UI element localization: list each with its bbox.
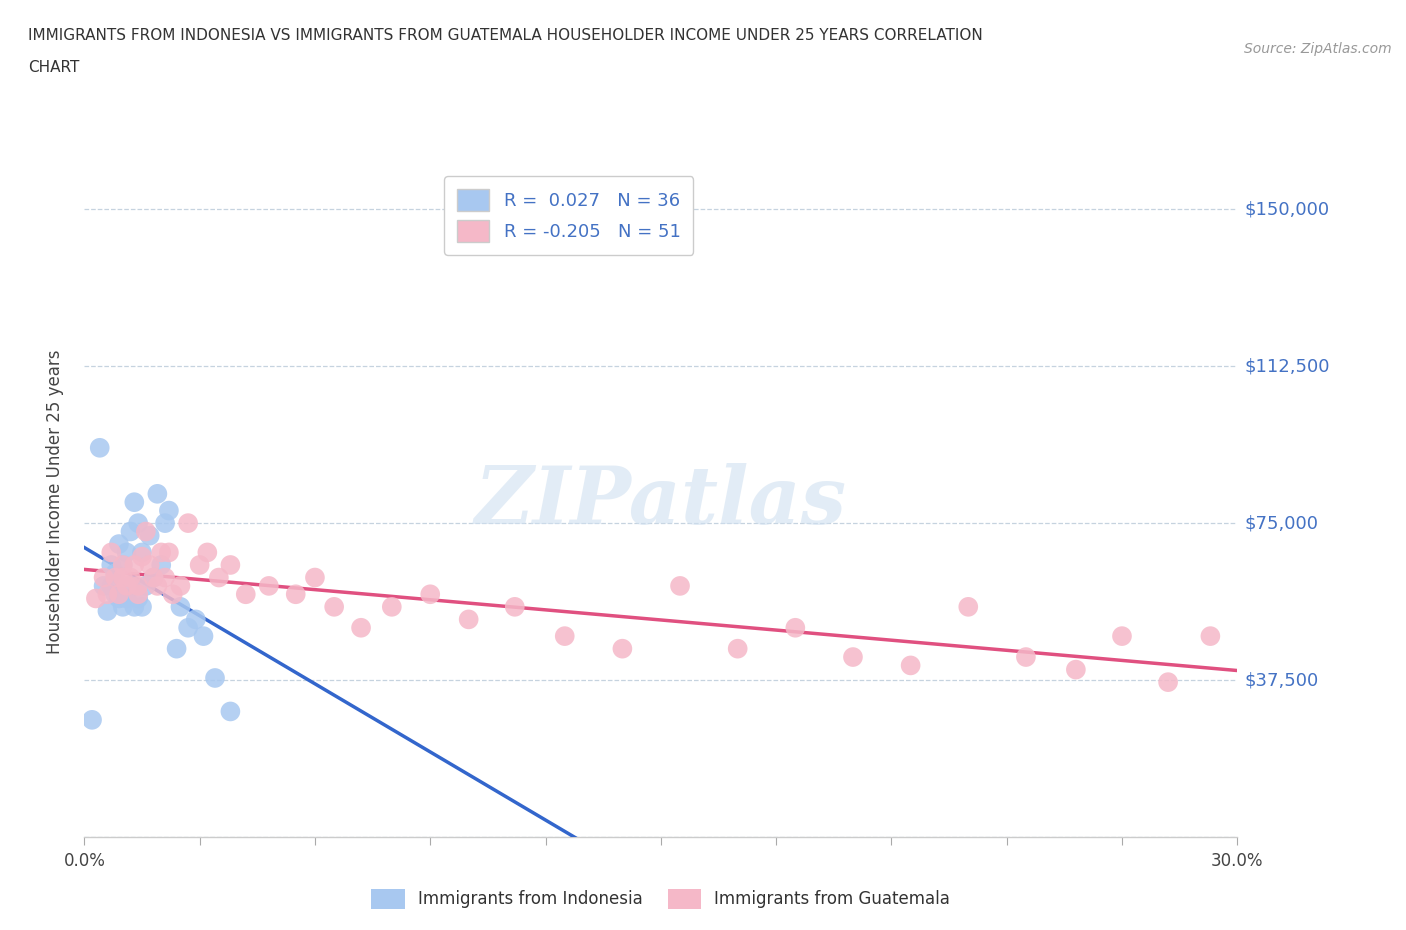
Point bbox=[100, 578, 122, 593]
Point bbox=[166, 642, 188, 657]
Point bbox=[235, 587, 257, 602]
Text: $150,000: $150,000 bbox=[1244, 200, 1330, 219]
Point bbox=[153, 516, 176, 531]
Point bbox=[127, 578, 149, 593]
Point bbox=[323, 600, 346, 615]
Point bbox=[120, 525, 142, 539]
Point bbox=[554, 629, 576, 644]
Point bbox=[108, 537, 131, 551]
Point bbox=[104, 570, 127, 585]
Point bbox=[93, 570, 115, 585]
Point bbox=[1157, 675, 1180, 690]
Point bbox=[177, 620, 200, 635]
Point bbox=[419, 587, 441, 602]
Point bbox=[169, 600, 191, 615]
Point bbox=[120, 570, 142, 585]
Point bbox=[84, 591, 107, 606]
Point bbox=[111, 600, 134, 615]
Point bbox=[131, 549, 153, 564]
Point bbox=[184, 612, 207, 627]
Point bbox=[146, 486, 169, 501]
Point bbox=[124, 558, 146, 573]
Legend: Immigrants from Indonesia, Immigrants from Guatemala: Immigrants from Indonesia, Immigrants fr… bbox=[364, 882, 957, 916]
Point bbox=[208, 570, 231, 585]
Point bbox=[142, 570, 165, 585]
Point bbox=[138, 528, 160, 543]
Point bbox=[193, 629, 215, 644]
Point bbox=[124, 495, 146, 510]
Point bbox=[900, 658, 922, 673]
Point bbox=[80, 712, 103, 727]
Point bbox=[304, 570, 326, 585]
Point bbox=[195, 545, 218, 560]
Point bbox=[108, 591, 131, 606]
Point bbox=[157, 545, 180, 560]
Point bbox=[127, 587, 149, 602]
Point bbox=[457, 612, 479, 627]
Point bbox=[204, 671, 226, 685]
Point bbox=[96, 587, 118, 602]
Point bbox=[124, 600, 146, 615]
Point bbox=[127, 591, 149, 606]
Point bbox=[115, 578, 138, 593]
Text: Source: ZipAtlas.com: Source: ZipAtlas.com bbox=[1244, 42, 1392, 56]
Point bbox=[115, 591, 138, 606]
Point bbox=[135, 525, 157, 539]
Point bbox=[153, 570, 176, 585]
Point bbox=[957, 600, 980, 615]
Point bbox=[669, 578, 692, 593]
Point bbox=[111, 558, 134, 573]
Point bbox=[1111, 629, 1133, 644]
Point bbox=[162, 587, 184, 602]
Point bbox=[169, 578, 191, 593]
Point bbox=[89, 441, 111, 456]
Point bbox=[219, 558, 242, 573]
Point bbox=[120, 578, 142, 593]
Point bbox=[104, 587, 127, 602]
Point bbox=[111, 558, 134, 573]
Point bbox=[785, 620, 807, 635]
Point bbox=[100, 558, 122, 573]
Text: $75,000: $75,000 bbox=[1244, 514, 1319, 532]
Point bbox=[150, 545, 173, 560]
Point bbox=[96, 604, 118, 618]
Point bbox=[115, 545, 138, 560]
Point bbox=[150, 558, 173, 573]
Y-axis label: Householder Income Under 25 years: Householder Income Under 25 years bbox=[45, 350, 63, 655]
Point bbox=[257, 578, 280, 593]
Point bbox=[100, 545, 122, 560]
Point bbox=[727, 642, 749, 657]
Point bbox=[284, 587, 307, 602]
Text: CHART: CHART bbox=[28, 60, 80, 75]
Point bbox=[104, 565, 127, 580]
Point bbox=[1064, 662, 1087, 677]
Point bbox=[138, 558, 160, 573]
Point bbox=[1199, 629, 1222, 644]
Point bbox=[350, 620, 373, 635]
Point bbox=[108, 587, 131, 602]
Point bbox=[127, 516, 149, 531]
Point bbox=[188, 558, 211, 573]
Point bbox=[1015, 649, 1038, 664]
Text: $37,500: $37,500 bbox=[1244, 671, 1319, 689]
Point bbox=[142, 570, 165, 585]
Text: IMMIGRANTS FROM INDONESIA VS IMMIGRANTS FROM GUATEMALA HOUSEHOLDER INCOME UNDER : IMMIGRANTS FROM INDONESIA VS IMMIGRANTS … bbox=[28, 28, 983, 43]
Text: ZIPatlas: ZIPatlas bbox=[475, 463, 846, 541]
Point bbox=[111, 570, 134, 585]
Point bbox=[503, 600, 526, 615]
Point bbox=[612, 642, 634, 657]
Text: $112,500: $112,500 bbox=[1244, 357, 1330, 375]
Point bbox=[135, 578, 157, 593]
Point bbox=[146, 578, 169, 593]
Point bbox=[381, 600, 404, 615]
Point bbox=[842, 649, 865, 664]
Point bbox=[177, 516, 200, 531]
Point bbox=[131, 600, 153, 615]
Point bbox=[93, 578, 115, 593]
Point bbox=[131, 545, 153, 560]
Point bbox=[157, 503, 180, 518]
Point bbox=[219, 704, 242, 719]
